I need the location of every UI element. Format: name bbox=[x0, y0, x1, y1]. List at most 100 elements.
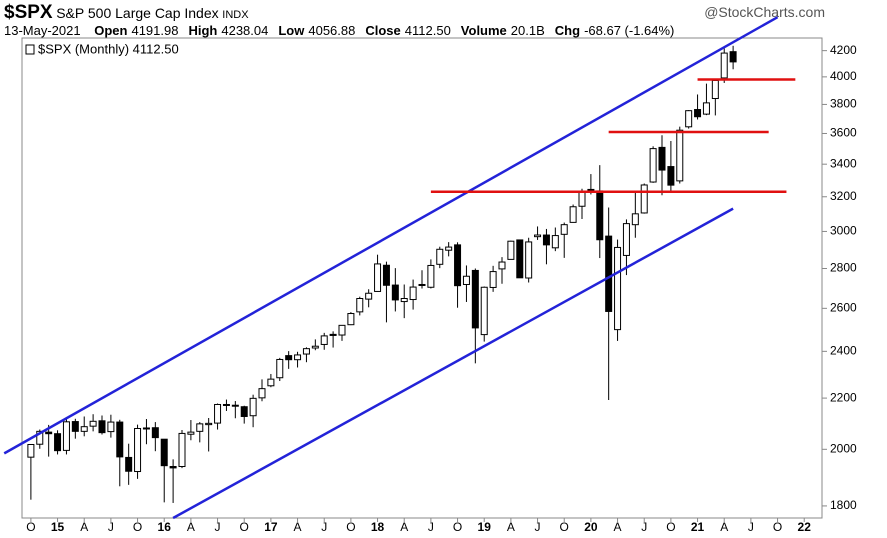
y-tick-label: 2400 bbox=[830, 344, 857, 358]
index-name: S&P 500 Large Cap Index bbox=[56, 5, 219, 21]
candle-body bbox=[569, 206, 577, 223]
field-value: -68.67 (-1.64%) bbox=[584, 23, 675, 38]
candle-body bbox=[729, 51, 737, 63]
x-tick-label: 16 bbox=[158, 520, 172, 534]
quote-row: 13-May-2021 Open 4191.98 High 4238.04 Low 405… bbox=[4, 23, 674, 38]
x-tick-label: A bbox=[614, 520, 622, 534]
legend: $SPX (Monthly) 4112.50 bbox=[38, 41, 179, 56]
candle-body bbox=[169, 466, 177, 469]
y-tick-label: 4200 bbox=[830, 43, 857, 57]
x-tick-label: J bbox=[428, 520, 434, 534]
candle-body bbox=[178, 432, 186, 468]
x-tick-label: O bbox=[773, 520, 782, 534]
y-tick-label: 2800 bbox=[830, 261, 857, 275]
y-tick-label: 3400 bbox=[830, 156, 857, 170]
x-tick-label: J bbox=[535, 520, 541, 534]
field-label: Open bbox=[94, 23, 128, 38]
candle-body bbox=[276, 358, 284, 379]
x-tick-label: O bbox=[240, 520, 249, 534]
x-tick-label: J bbox=[748, 520, 754, 534]
candle-body bbox=[231, 404, 239, 407]
candle-body bbox=[667, 166, 675, 186]
candle-body bbox=[36, 430, 44, 445]
x-tick-label: O bbox=[666, 520, 675, 534]
candle-body bbox=[320, 335, 328, 345]
x-tick-label: 21 bbox=[691, 520, 705, 534]
x-tick-label: A bbox=[507, 520, 515, 534]
x-tick-label: J bbox=[108, 520, 114, 534]
candle-body bbox=[534, 234, 542, 238]
candle-body bbox=[107, 421, 115, 433]
candle-body bbox=[640, 184, 648, 214]
candle-body bbox=[685, 110, 693, 128]
candle-body bbox=[427, 264, 435, 288]
candle-body bbox=[54, 433, 62, 452]
candle-body bbox=[62, 421, 70, 451]
candle-body bbox=[711, 79, 719, 100]
field-value: 20.1B bbox=[510, 23, 545, 38]
y-tick-label: 2000 bbox=[830, 441, 857, 455]
candle-body bbox=[294, 354, 302, 361]
candle-body bbox=[605, 235, 613, 312]
candle-body bbox=[222, 403, 230, 406]
x-tick-label: O bbox=[453, 520, 462, 534]
candle-body bbox=[134, 427, 142, 473]
x-tick-label: O bbox=[346, 520, 355, 534]
candle-body bbox=[382, 264, 390, 286]
candle-body bbox=[525, 241, 533, 279]
candle-body bbox=[89, 420, 97, 427]
candle-body bbox=[436, 248, 444, 265]
quote-date: 13-May-2021 bbox=[4, 23, 81, 38]
field-label: High bbox=[188, 23, 218, 38]
candle-body bbox=[596, 190, 604, 241]
candle-body bbox=[116, 421, 124, 458]
x-tick-label: A bbox=[187, 520, 195, 534]
candle-body bbox=[258, 388, 266, 399]
x-tick-label: O bbox=[133, 520, 142, 534]
source: @StockCharts.com bbox=[704, 4, 825, 20]
candle-body bbox=[418, 283, 426, 286]
x-tick-label: 15 bbox=[51, 520, 65, 534]
candle-body bbox=[329, 333, 337, 336]
y-tick-label: 3800 bbox=[830, 97, 857, 111]
candle-body bbox=[214, 403, 222, 424]
candle-body bbox=[471, 269, 479, 329]
candle-body bbox=[187, 431, 195, 435]
x-tick-label: A bbox=[80, 520, 88, 534]
header-title: $SPX S&P 500 Large Cap Index INDX bbox=[4, 2, 249, 24]
x-tick-label: O bbox=[560, 520, 569, 534]
x-tick-label: 22 bbox=[798, 520, 812, 534]
candle-body bbox=[480, 286, 488, 336]
y-tick-label: 2600 bbox=[830, 301, 857, 315]
x-tick-label: A bbox=[720, 520, 728, 534]
candle-body bbox=[551, 235, 559, 249]
y-tick-label: 3000 bbox=[830, 224, 857, 238]
y-tick-label: 1800 bbox=[830, 498, 857, 512]
candle-body bbox=[240, 406, 248, 417]
candle-body bbox=[347, 313, 355, 326]
y-tick-label: 2200 bbox=[830, 390, 857, 404]
candle-body bbox=[516, 239, 524, 279]
field-value: 4191.98 bbox=[131, 23, 179, 38]
candle-body bbox=[507, 240, 515, 260]
candle-body bbox=[338, 324, 346, 336]
y-tick-label: 4000 bbox=[830, 69, 857, 83]
plot-frame bbox=[21, 37, 823, 519]
candle-body bbox=[125, 456, 133, 472]
x-tick-label: J bbox=[321, 520, 327, 534]
field-label: Volume bbox=[460, 23, 507, 38]
candle-body bbox=[702, 102, 710, 115]
candle-body bbox=[71, 421, 79, 432]
trend-line bbox=[172, 207, 734, 520]
candle-body bbox=[454, 244, 462, 287]
candle-body bbox=[658, 146, 666, 171]
legend-icon bbox=[25, 44, 35, 55]
candle-body bbox=[560, 224, 568, 235]
candle-body bbox=[365, 292, 373, 300]
candle-body bbox=[160, 438, 168, 467]
x-tick-label: A bbox=[294, 520, 302, 534]
field-value: 4056.88 bbox=[308, 23, 356, 38]
candle-body bbox=[285, 355, 293, 361]
candle-body bbox=[578, 191, 586, 207]
